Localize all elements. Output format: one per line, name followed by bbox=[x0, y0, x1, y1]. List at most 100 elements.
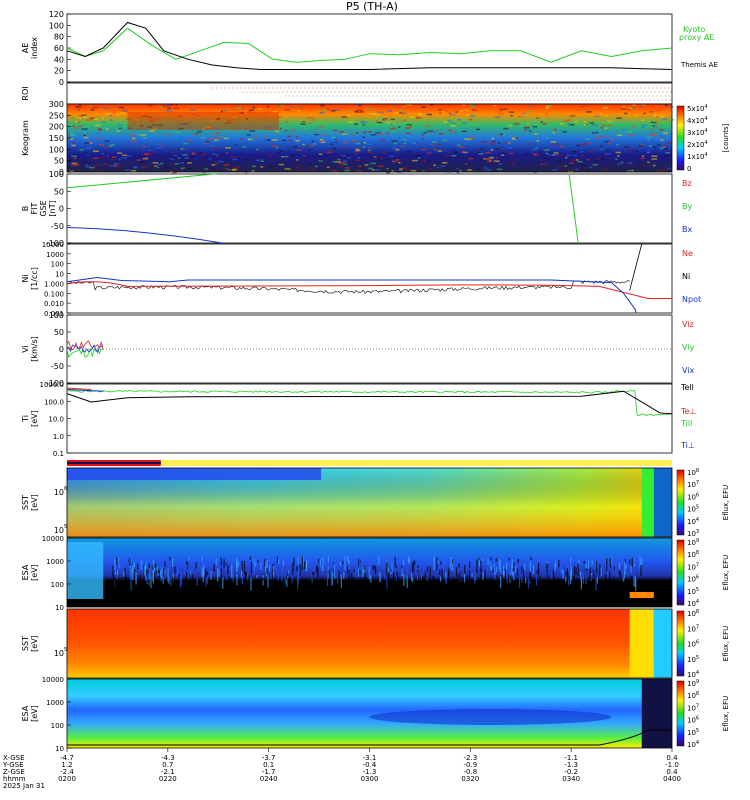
esa-e-pixel bbox=[284, 570, 286, 584]
esa-e-pixel bbox=[441, 568, 443, 579]
keogram-pixel bbox=[265, 126, 272, 128]
keogram-pixel bbox=[402, 112, 407, 114]
esa-e-pixel bbox=[327, 566, 329, 579]
esa-e-pixel bbox=[582, 572, 584, 584]
sst_i-frame bbox=[66, 608, 673, 679]
keogram-pixel bbox=[267, 128, 273, 131]
keogram-pixel bbox=[491, 137, 495, 140]
esa_i-ytick: 100 bbox=[51, 722, 64, 730]
keogram-pixel bbox=[592, 164, 598, 166]
esa-e-pixel bbox=[521, 569, 523, 583]
esa-e-pixel bbox=[244, 571, 247, 584]
keogram-pixel bbox=[571, 150, 577, 153]
keogram-pixel bbox=[89, 117, 94, 120]
esa-e-pixel bbox=[406, 568, 409, 575]
keogram-pixel bbox=[149, 130, 155, 132]
keogram-pixel bbox=[200, 136, 207, 139]
keogram-pixel bbox=[202, 127, 205, 130]
sst-e-right-edge bbox=[653, 468, 672, 537]
keogram-pixel bbox=[124, 169, 131, 171]
keogram-pixel bbox=[154, 118, 159, 120]
keogram-pixel bbox=[390, 128, 396, 130]
esa-e-pixel bbox=[119, 565, 121, 569]
esa-e-pixel bbox=[466, 574, 468, 583]
esa-e-pixel bbox=[133, 568, 135, 583]
esa-e-pixel bbox=[286, 575, 288, 587]
esa-e-pixel bbox=[453, 565, 455, 574]
keogram-pixel bbox=[409, 127, 413, 129]
esa-e-pixel bbox=[229, 565, 231, 572]
esa-e-pixel bbox=[353, 576, 355, 583]
sst_i-colorbar-tick: 105 bbox=[687, 655, 699, 664]
keogram-pixel bbox=[213, 139, 219, 141]
keogram-pixel bbox=[462, 104, 465, 107]
esa-e-pixel bbox=[629, 559, 631, 565]
keogram-pixel bbox=[92, 150, 99, 153]
bfield-ytick: -100 bbox=[46, 239, 64, 248]
keogram-pixel bbox=[337, 158, 341, 161]
keogram-pixel bbox=[651, 158, 658, 160]
keogram-pixel bbox=[332, 148, 337, 150]
keogram-pixel bbox=[635, 115, 639, 117]
keogram-pixel bbox=[630, 129, 634, 132]
keogram-colorbar-tick: 1x104 bbox=[687, 152, 708, 161]
keogram-pixel bbox=[75, 164, 80, 166]
keogram-pixel bbox=[343, 141, 349, 144]
keogram-pixel bbox=[281, 155, 284, 158]
sst_i-colorbar-label: Eflux, EFU bbox=[722, 626, 730, 661]
keogram-pixel bbox=[453, 152, 458, 154]
keogram-pixel bbox=[471, 168, 475, 170]
keogram-pixel bbox=[249, 130, 256, 132]
keogram-pixel bbox=[605, 135, 609, 138]
keogram-pixel bbox=[460, 119, 467, 121]
esa-e-pixel bbox=[177, 564, 180, 576]
keogram-pixel bbox=[604, 154, 609, 156]
keogram-pixel bbox=[417, 112, 422, 115]
keogram-pixel bbox=[81, 127, 87, 129]
keogram-pixel bbox=[362, 123, 365, 126]
keogram-pixel bbox=[554, 128, 557, 131]
keogram-pixel bbox=[581, 106, 584, 108]
esa-e-pixel bbox=[585, 568, 588, 571]
esa-e-pixel bbox=[181, 571, 183, 586]
keogram-pixel bbox=[648, 145, 653, 147]
esa-e-pixel bbox=[500, 576, 502, 589]
keogram-pixel bbox=[655, 126, 658, 128]
esa_e-colorbar-tick: 106 bbox=[687, 575, 699, 584]
esa-e-pixel bbox=[161, 574, 163, 579]
keogram-pixel bbox=[628, 134, 634, 136]
keogram-pixel bbox=[464, 163, 468, 165]
esa-e-pixel bbox=[562, 570, 564, 579]
keogram-pixel bbox=[445, 154, 451, 156]
esa-e-pixel bbox=[401, 559, 403, 568]
esa-e-pixel bbox=[580, 571, 582, 578]
keogram-pixel bbox=[189, 109, 196, 111]
esa-e-pixel bbox=[516, 568, 519, 576]
esa-e-pixel bbox=[116, 569, 119, 580]
keogram-pixel bbox=[284, 169, 288, 171]
esa-e-pixel bbox=[312, 572, 314, 584]
esa-e-pixel bbox=[436, 575, 438, 578]
esa-e-pixel bbox=[450, 557, 452, 568]
keogram-pixel bbox=[546, 137, 549, 139]
keogram-pixel bbox=[639, 125, 643, 128]
density-frame bbox=[66, 243, 673, 314]
keogram-pixel bbox=[192, 153, 196, 155]
keogram-pixel bbox=[604, 114, 608, 117]
keogram-pixel bbox=[239, 112, 245, 114]
ae-series-1 bbox=[66, 21, 673, 70]
keogram-pixel bbox=[243, 127, 247, 130]
keogram-pixel bbox=[477, 148, 480, 151]
keogram-pixel bbox=[394, 142, 397, 145]
keogram-pixel bbox=[269, 165, 273, 168]
keogram-pixel bbox=[635, 150, 638, 153]
keogram-pixel bbox=[602, 124, 607, 127]
keogram-pixel bbox=[142, 145, 146, 148]
keogram-pixel bbox=[151, 124, 157, 126]
esa-e-pixel bbox=[509, 556, 512, 566]
keogram-pixel bbox=[598, 148, 605, 151]
esa-e-pixel bbox=[486, 569, 488, 573]
keogram-pixel bbox=[476, 168, 481, 170]
esa-e-pixel bbox=[172, 577, 174, 590]
esa-e-pixel bbox=[192, 574, 194, 578]
